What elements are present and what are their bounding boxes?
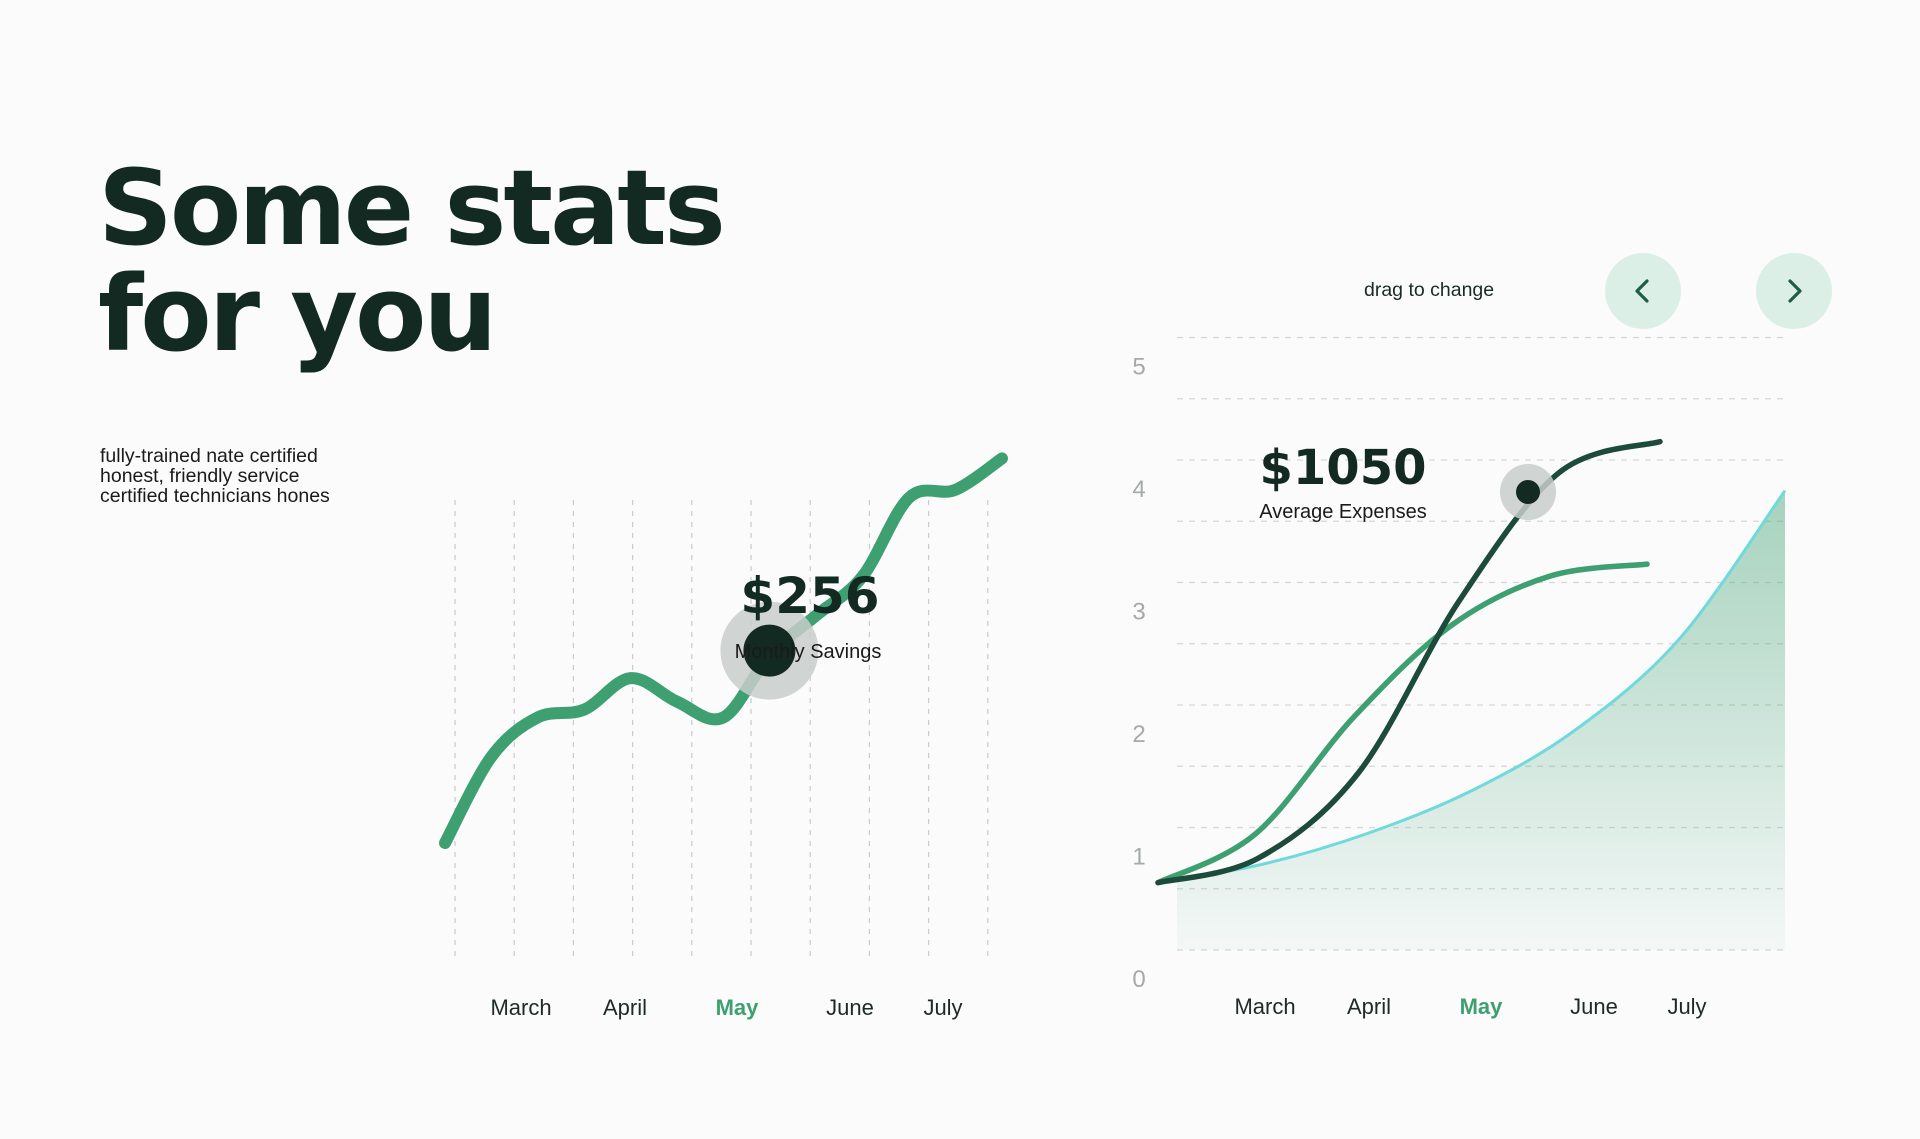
chevron-right-icon bbox=[1788, 279, 1802, 303]
savings-x-label: May bbox=[716, 995, 760, 1020]
savings-label: Monthly Savings bbox=[735, 641, 882, 663]
next-button[interactable] bbox=[1756, 253, 1832, 329]
chevron-left-icon bbox=[1635, 279, 1649, 303]
savings-handle[interactable] bbox=[743, 624, 796, 677]
tagline-line-3: certified technicians hones bbox=[100, 485, 330, 507]
drag-hint: drag to change bbox=[1364, 279, 1495, 301]
tagline-line-1: fully-trained nate certified bbox=[100, 445, 318, 467]
savings-x-label: April bbox=[603, 995, 647, 1020]
page-title: Some stats for you bbox=[98, 147, 726, 375]
savings-x-labels: March April May June July bbox=[490, 995, 962, 1020]
page-title-line-1: Some stats bbox=[98, 147, 726, 269]
savings-value: $256 bbox=[740, 567, 879, 625]
savings-x-label: March bbox=[490, 995, 551, 1020]
tagline-line-2: honest, friendly service bbox=[100, 465, 300, 487]
tagline: fully-trained nate certified honest, fri… bbox=[100, 446, 330, 506]
savings-x-label: June bbox=[826, 995, 874, 1020]
page-title-line-2: for you bbox=[98, 253, 497, 375]
savings-line bbox=[439, 452, 1008, 849]
previous-button[interactable] bbox=[1605, 253, 1681, 329]
savings-x-label: July bbox=[923, 995, 962, 1020]
savings-gridlines bbox=[454, 500, 989, 960]
